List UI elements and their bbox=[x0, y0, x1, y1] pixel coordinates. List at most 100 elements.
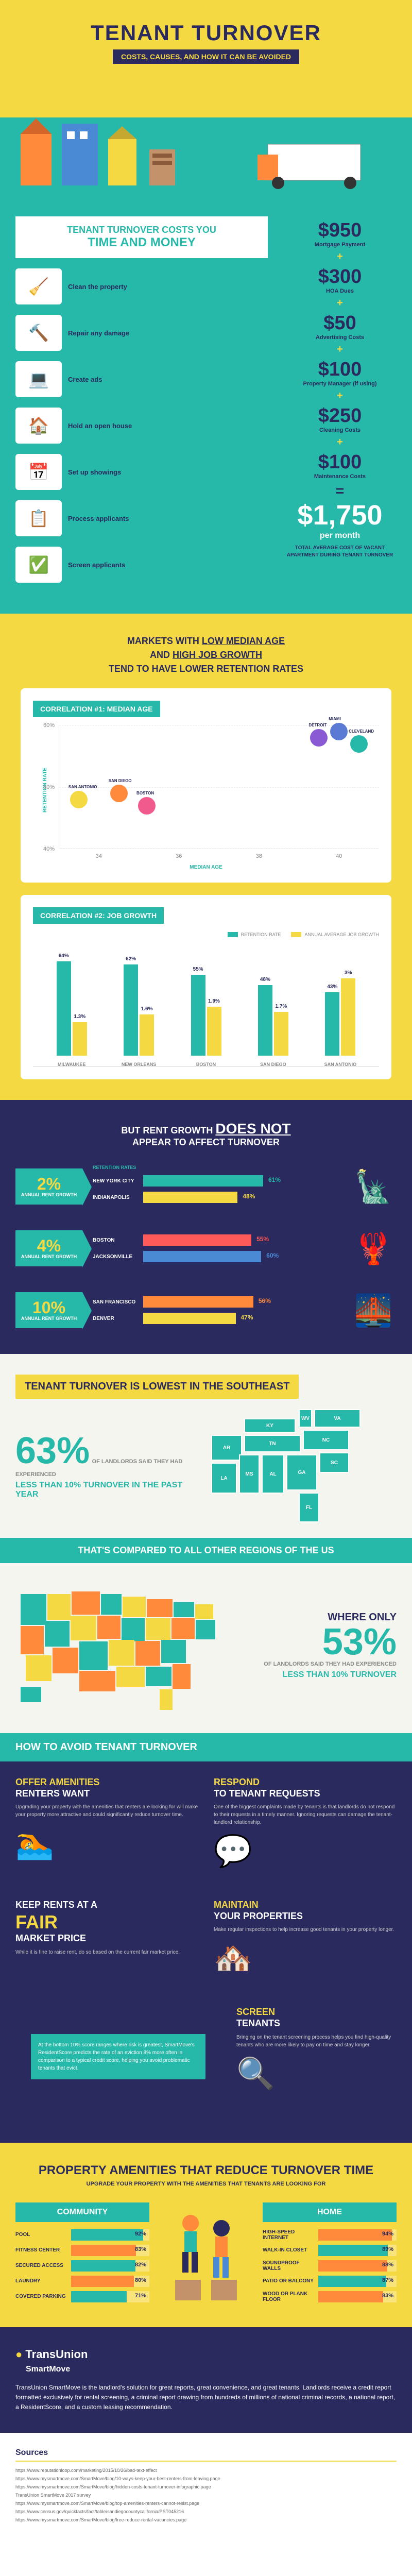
state-NC: NC bbox=[303, 1430, 349, 1450]
state-FL: FL bbox=[299, 1493, 319, 1522]
cost-amount: $50 bbox=[283, 312, 397, 334]
state-KY: KY bbox=[244, 1418, 296, 1433]
cost-item: 🏠Hold an open house bbox=[15, 408, 268, 444]
cost-icon: ✅ bbox=[15, 547, 62, 583]
se-banner: TENANT TURNOVER IS LOWEST IN THE SOUTHEA… bbox=[15, 1375, 299, 1399]
point-label: MIAMI bbox=[329, 717, 341, 721]
scatter-point bbox=[330, 723, 348, 740]
cost-amount: $950 bbox=[283, 219, 397, 242]
cost-label: Mortgage Payment bbox=[283, 242, 397, 248]
rent-city: INDIANAPOLIS bbox=[93, 1195, 139, 1200]
amenity-label: WALK-IN CLOSET bbox=[263, 2247, 314, 2253]
growth-bar: 1.7% bbox=[274, 1012, 288, 1056]
cost-item: 🧹Clean the property bbox=[15, 268, 268, 304]
scatter-plot: RETENTION RATE 40%50%60%34363840SAN ANTO… bbox=[59, 725, 379, 849]
amenity-row: PATIO OR BALCONY87% bbox=[263, 2276, 397, 2287]
rent-city: JACKSONVILLE bbox=[93, 1254, 139, 1260]
bar-city-label: BOSTON bbox=[196, 1062, 216, 1067]
rent-bar-row: INDIANAPOLIS48% bbox=[93, 1192, 340, 1203]
rent-bar-fill: 60% bbox=[143, 1251, 261, 1262]
rent-city: BOSTON bbox=[93, 1238, 139, 1243]
scatter-point bbox=[70, 791, 88, 808]
state-TN: TN bbox=[244, 1435, 301, 1452]
amenity-row: WALK-IN CLOSET89% bbox=[263, 2245, 397, 2256]
state-WV: WV bbox=[299, 1409, 312, 1428]
chart-legend: RETENTION RATEANNUAL AVERAGE JOB GROWTH bbox=[33, 932, 379, 937]
cost-item: ✅ Screen applicants bbox=[15, 547, 268, 583]
y-tick: 60% bbox=[43, 722, 379, 728]
source-item: TransUnion SmartMove 2017 survey bbox=[15, 2493, 397, 2498]
transunion-logo: ● TransUnion SmartMove bbox=[15, 2348, 397, 2375]
avoid-respond: RESPONDTO TENANT REQUESTSOne of the bigg… bbox=[214, 1777, 397, 1884]
cost-amount: $100 bbox=[283, 451, 397, 473]
amenity-bar bbox=[71, 2291, 127, 2302]
rent-city: SAN FRANCISCO bbox=[93, 1299, 139, 1305]
amenity-label: SOUNDPROOF WALLS bbox=[263, 2260, 314, 2272]
amenity-label: POOL bbox=[15, 2232, 67, 2238]
avoid-header: HOW TO AVOID TENANT TURNOVER bbox=[0, 1733, 412, 1761]
retention-bar: 48% bbox=[258, 985, 272, 1056]
amenity-row: LAUNDRY80% bbox=[15, 2276, 149, 2287]
state-GA: GA bbox=[286, 1454, 317, 1490]
plus-icon: + bbox=[283, 344, 397, 355]
amenity-bar bbox=[318, 2260, 387, 2272]
source-item: https://www.mysmartmove.com/SmartMove/bl… bbox=[15, 2484, 397, 2489]
amenities-subtitle: UPGRADE YOUR PROPERTY WITH THE AMENITIES… bbox=[15, 2181, 397, 2187]
rent-bar-row: NEW YORK CITY61% bbox=[93, 1175, 340, 1187]
amenity-label: WOOD OR PLANK FLOOR bbox=[263, 2291, 314, 2302]
comparison-banner: THAT'S COMPARED TO ALL OTHER REGIONS OF … bbox=[0, 1538, 412, 1563]
y-tick: 40% bbox=[43, 846, 379, 852]
rent-bars: BOSTON55%JACKSONVILLE60% bbox=[93, 1229, 340, 1267]
amenity-row: POOL 92% bbox=[15, 2229, 149, 2241]
cost-item: 📋Process applicants bbox=[15, 500, 268, 536]
rent-bar-fill: 61% bbox=[143, 1175, 263, 1187]
rent-group: 4%ANNUAL RENT GROWTH BOSTON55%JACKSONVIL… bbox=[15, 1225, 397, 1272]
growth-bar: 3% bbox=[341, 978, 355, 1056]
amenity-bar bbox=[318, 2229, 392, 2241]
amenity-label: PATIO OR BALCONY bbox=[263, 2278, 314, 2284]
cost-icon: 📅 bbox=[15, 454, 62, 490]
corr2-header: CORRELATION #2: JOB GROWTH bbox=[33, 907, 164, 924]
source-item: https://www.reputationloop.com/marketing… bbox=[15, 2468, 397, 2473]
scatter-point bbox=[138, 797, 156, 815]
point-label: DETROIT bbox=[308, 723, 327, 727]
rent-bar-row: SAN FRANCISCO56% bbox=[93, 1296, 340, 1308]
retention-bar: 64% bbox=[57, 961, 71, 1056]
rent-bar-row: JACKSONVILLE 60% bbox=[93, 1251, 340, 1262]
retention-bar: 43% bbox=[325, 992, 339, 1056]
bar-group: 48% 1.7% SAN DIEGO bbox=[239, 953, 306, 1067]
avoid-fair-rent: KEEP RENTS AT AFAIRMARKET PRICEWhile it … bbox=[15, 1900, 198, 1991]
cost-item-label: Screen applicants bbox=[68, 561, 125, 569]
rent-city-icon: 🗽 bbox=[350, 1163, 397, 1210]
point-label: CLEVELAND bbox=[349, 729, 374, 734]
cost-icon: 📋 bbox=[15, 500, 62, 536]
cost-label: Maintenance Costs bbox=[283, 473, 397, 480]
rent-badge: 4%ANNUAL RENT GROWTH bbox=[15, 1230, 82, 1267]
cost-icon: 💻 bbox=[15, 361, 62, 397]
retention-rates-label: RETENTION RATES bbox=[93, 1165, 340, 1170]
growth-bar: 1.3% bbox=[73, 1022, 87, 1056]
bar-chart: 64% 1.3% MILWAUKEE 62% 1.6% NEW ORLEANS … bbox=[33, 943, 379, 1067]
bar-group: 62% 1.6% NEW ORLEANS bbox=[105, 953, 172, 1067]
amenity-value: 94% bbox=[382, 2231, 393, 2237]
cost-label: Cleaning Costs bbox=[283, 427, 397, 433]
corr1-header: CORRELATION #1: MEDIAN AGE bbox=[33, 701, 160, 717]
amenity-value: 82% bbox=[135, 2262, 146, 2268]
point-label: SAN DIEGO bbox=[109, 778, 132, 783]
amenity-bar bbox=[71, 2260, 135, 2272]
amenity-value: 92% bbox=[135, 2231, 146, 2237]
cost-line: $50Advertising Costs bbox=[283, 312, 397, 341]
cost-line: $100Property Manager (if using) bbox=[283, 359, 397, 387]
growth-bar: 1.9% bbox=[207, 1007, 221, 1056]
amenity-bar bbox=[71, 2276, 134, 2287]
bar-group: 55% 1.9% BOSTON bbox=[173, 953, 239, 1067]
cost-total-desc: TOTAL AVERAGE COST OF VACANT APARTMENT D… bbox=[283, 545, 397, 559]
amenity-bar bbox=[71, 2245, 136, 2256]
scatter-point bbox=[110, 785, 128, 802]
se-stat: 63% OF LANDLORDS SAID THEY HAD EXPERIENC… bbox=[15, 1432, 196, 1499]
rent-group: 2%ANNUAL RENT GROWTH RETENTION RATES NEW… bbox=[15, 1163, 397, 1210]
cost-line: $250Cleaning Costs bbox=[283, 405, 397, 433]
cost-line: $100Maintenance Costs bbox=[283, 451, 397, 480]
markets-section: MARKETS WITH LOW MEDIAN AGE AND HIGH JOB… bbox=[0, 614, 412, 1100]
avoid-screen: SCREENTENANTSBringing on the tenant scre… bbox=[236, 2007, 397, 2106]
